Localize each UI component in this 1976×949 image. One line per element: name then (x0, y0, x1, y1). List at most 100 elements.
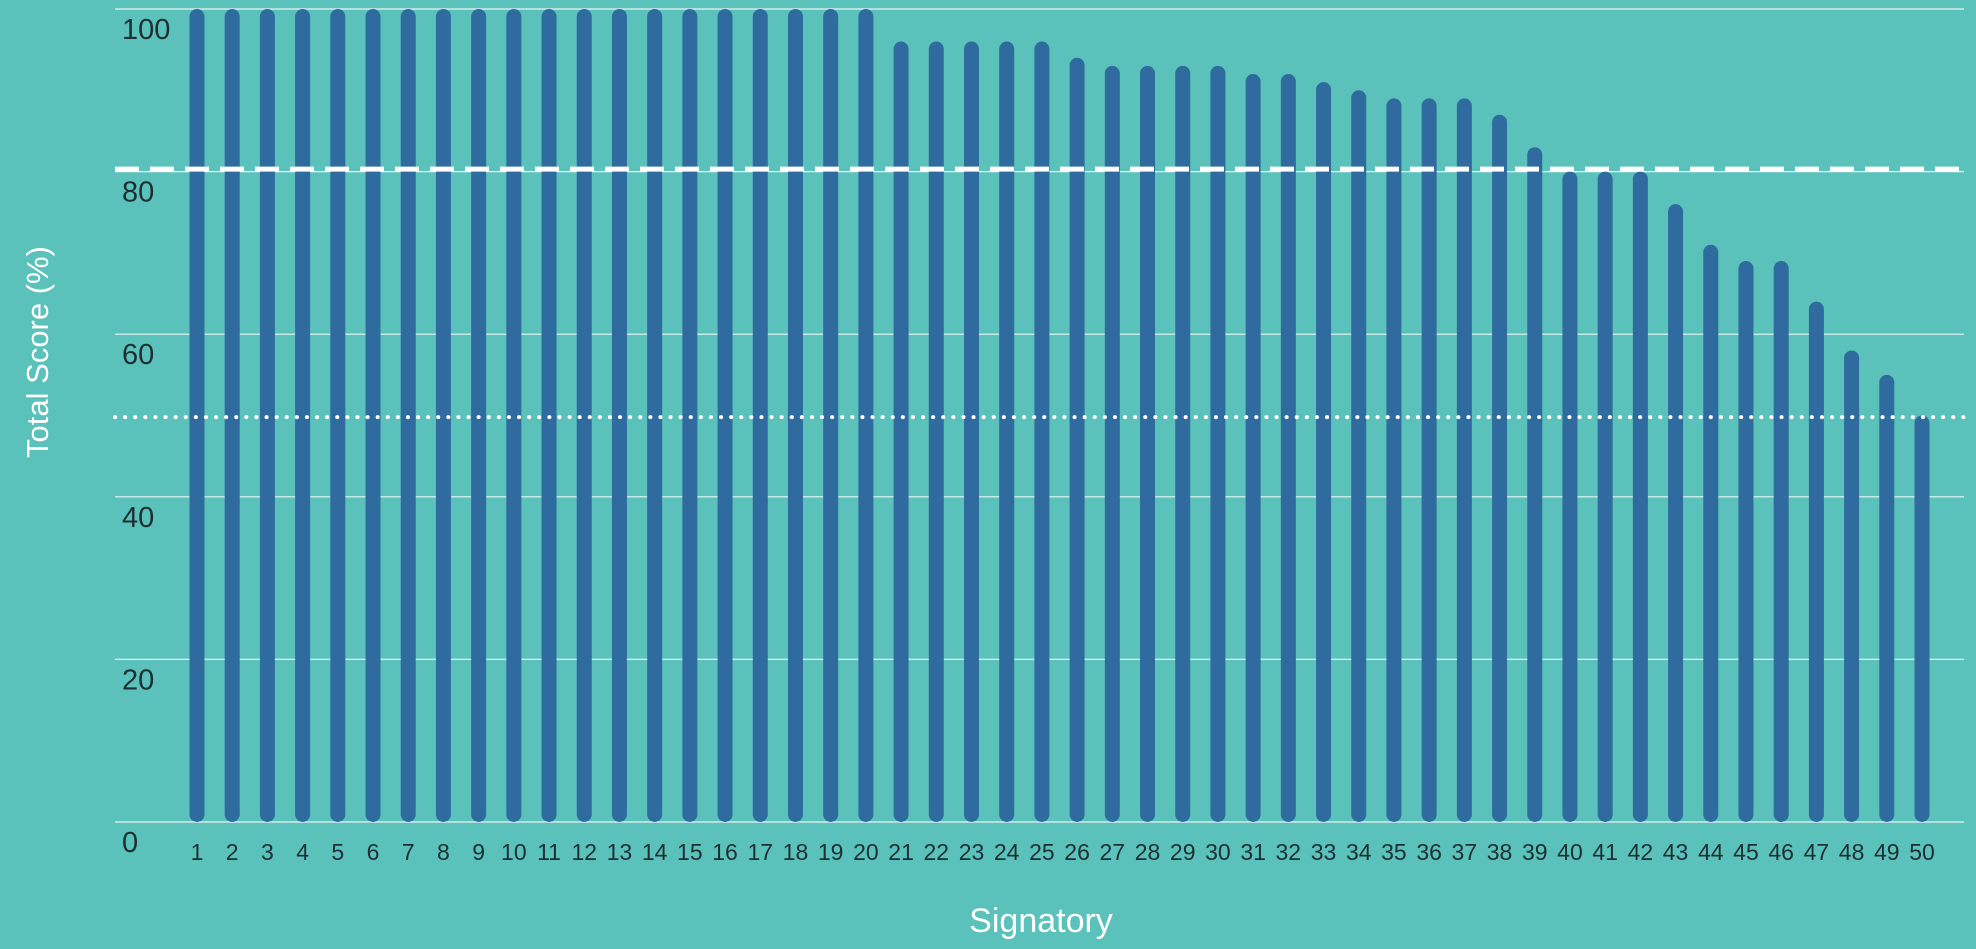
x-tick-label: 15 (677, 839, 703, 865)
bar-signatory-42 (1632, 171, 1648, 823)
x-tick-label: 9 (472, 839, 485, 865)
bar-signatory-24 (999, 41, 1015, 822)
reference-lines (113, 166, 1966, 420)
bar-signatory-48 (1844, 350, 1860, 822)
x-tick-label: 11 (537, 839, 561, 865)
x-tick-label: 33 (1311, 839, 1337, 865)
bar-signatory-38 (1492, 114, 1508, 822)
bar-signatory-12 (576, 9, 592, 822)
bar-signatory-46 (1773, 261, 1789, 822)
x-tick-label: 26 (1064, 839, 1090, 865)
x-tick-label: 1 (191, 839, 204, 865)
x-tick-label: 37 (1452, 839, 1478, 865)
bar-signatory-39 (1527, 147, 1543, 822)
x-tick-label: 12 (571, 839, 597, 865)
bar-signatory-41 (1597, 171, 1613, 823)
bar-signatory-16 (717, 9, 733, 822)
bar-signatory-45 (1738, 261, 1754, 822)
bars (189, 9, 1930, 823)
x-tick-label: 28 (1135, 839, 1161, 865)
bar-signatory-14 (647, 9, 663, 822)
x-tick-label: 14 (642, 839, 668, 865)
x-tick-label: 47 (1804, 839, 1830, 865)
x-tick-label: 46 (1768, 839, 1794, 865)
bar-signatory-2 (224, 9, 240, 822)
x-tick-label: 29 (1170, 839, 1196, 865)
y-axis-label: Total Score (%) (20, 246, 55, 458)
y-tick-labels: 0 20 40 60 80 100 (122, 14, 170, 859)
x-tick-label: 10 (501, 839, 527, 865)
x-tick-label: 2 (226, 839, 239, 865)
x-tick-label: 48 (1839, 839, 1865, 865)
bar-signatory-37 (1456, 98, 1472, 823)
bar-signatory-30 (1210, 65, 1226, 822)
bar-signatory-18 (787, 9, 803, 822)
bar-signatory-32 (1280, 74, 1296, 823)
x-tick-label: 50 (1909, 839, 1935, 865)
x-tick-label: 42 (1628, 839, 1654, 865)
bar-signatory-36 (1421, 98, 1437, 823)
x-tick-label: 41 (1592, 839, 1618, 865)
x-tick-label: 39 (1522, 839, 1548, 865)
bar-signatory-34 (1351, 90, 1367, 823)
x-tick-label: 32 (1276, 839, 1302, 865)
bar-signatory-31 (1245, 74, 1261, 823)
bar-signatory-20 (858, 9, 874, 822)
x-tick-label: 18 (783, 839, 809, 865)
x-tick-label: 38 (1487, 839, 1513, 865)
x-tick-label: 30 (1205, 839, 1231, 865)
y-tick-label: 40 (122, 502, 154, 534)
bar-signatory-40 (1562, 171, 1578, 823)
bar-signatory-25 (1034, 41, 1050, 822)
bar-signatory-10 (506, 9, 522, 822)
x-tick-label: 22 (923, 839, 949, 865)
x-tick-label: 23 (959, 839, 985, 865)
bar-signatory-23 (963, 41, 979, 822)
bar-signatory-44 (1703, 244, 1719, 822)
bar-signatory-47 (1808, 301, 1824, 822)
x-tick-label: 16 (712, 839, 738, 865)
x-tick-label: 36 (1416, 839, 1442, 865)
x-tick-label: 49 (1874, 839, 1900, 865)
x-tick-label: 44 (1698, 839, 1724, 865)
x-tick-label: 25 (1029, 839, 1055, 865)
x-tick-label: 34 (1346, 839, 1372, 865)
x-tick-label: 6 (367, 839, 380, 865)
bar-signatory-22 (928, 41, 944, 822)
bar-signatory-6 (365, 9, 381, 822)
x-tick-label: 40 (1557, 839, 1583, 865)
y-tick-label: 100 (122, 14, 170, 46)
x-tick-label: 19 (818, 839, 844, 865)
bar-signatory-33 (1316, 82, 1332, 823)
bar-signatory-26 (1069, 57, 1085, 822)
x-axis-label: Signatory (969, 902, 1113, 940)
y-tick-label: 60 (122, 339, 154, 371)
x-tick-label: 13 (607, 839, 633, 865)
y-tick-label: 20 (122, 664, 154, 696)
x-tick-label: 8 (437, 839, 450, 865)
bar-signatory-19 (823, 9, 839, 822)
x-tick-labels: 1 2 3 4 5 6 7 8 9 10 11 12 13 14 15 16 17 18 19 20 21 22 23 24 2… (191, 839, 1935, 865)
bar-signatory-21 (893, 41, 909, 822)
bar-signatory-8 (435, 9, 451, 822)
x-tick-label: 21 (888, 839, 914, 865)
x-tick-label: 3 (261, 839, 274, 865)
x-tick-label: 31 (1240, 839, 1266, 865)
bar-signatory-4 (295, 9, 311, 822)
x-tick-label: 20 (853, 839, 879, 865)
bar-signatory-27 (1104, 65, 1120, 822)
x-tick-label: 4 (296, 839, 309, 865)
x-tick-label: 5 (331, 839, 344, 865)
x-tick-label: 27 (1100, 839, 1126, 865)
x-tick-label: 7 (402, 839, 415, 865)
x-tick-label: 43 (1663, 839, 1689, 865)
bar-signatory-35 (1386, 98, 1402, 823)
y-tick-label: 0 (122, 827, 138, 859)
bar-signatory-50 (1914, 415, 1930, 822)
bar-signatory-29 (1175, 65, 1191, 822)
x-tick-label: 24 (994, 839, 1020, 865)
x-tick-label: 17 (747, 839, 773, 865)
bar-signatory-43 (1668, 204, 1684, 822)
